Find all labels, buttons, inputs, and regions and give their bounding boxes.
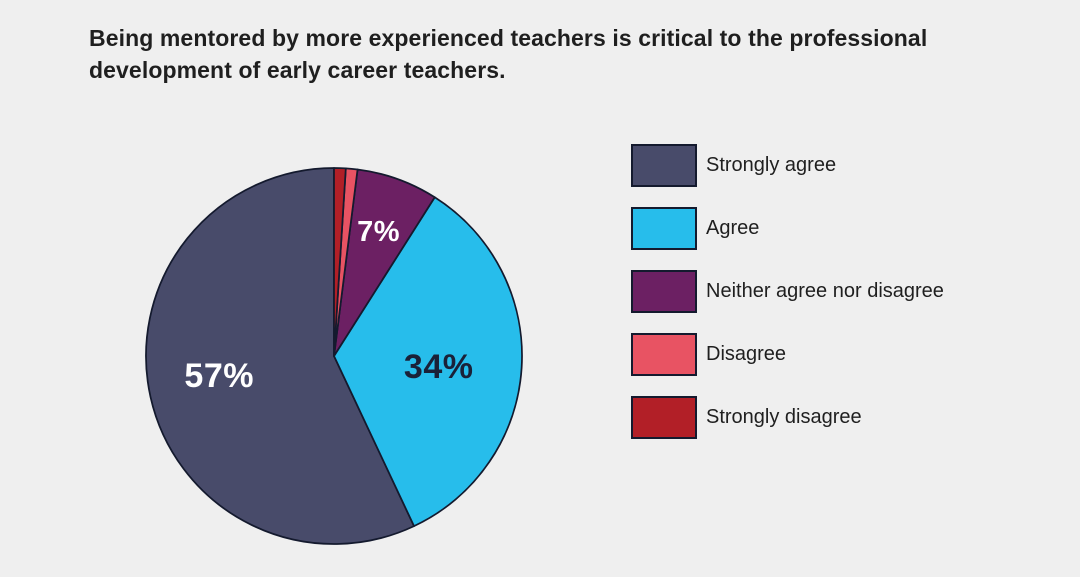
legend-swatch-strongly-agree bbox=[631, 144, 697, 187]
legend-label-agree: Agree bbox=[706, 217, 760, 239]
legend-swatch-disagree bbox=[631, 333, 697, 376]
pie-labels: 57% 34% 7% bbox=[184, 216, 473, 395]
pie-slice-strongly-agree bbox=[145, 167, 415, 545]
legend-label-strongly-agree: Strongly agree bbox=[706, 154, 837, 176]
legend-swatch-neither-agree-nor-disagree bbox=[631, 270, 697, 313]
pie-value-label-agree: 34% bbox=[404, 348, 474, 386]
pie-slice-agree bbox=[333, 196, 523, 527]
legend-item-strongly-agree: Strongly agree bbox=[631, 144, 944, 187]
legend-label-strongly-disagree: Strongly disagree bbox=[706, 406, 862, 428]
legend-swatch-strongly-disagree bbox=[631, 396, 697, 439]
chart-title: Being mentored by more experienced teach… bbox=[89, 25, 928, 83]
pie-value-label-strongly-agree: 57% bbox=[184, 357, 254, 395]
legend-item-strongly-disagree: Strongly disagree bbox=[631, 396, 944, 439]
legend-label-disagree: Disagree bbox=[706, 343, 787, 365]
legend-item-agree: Agree bbox=[631, 207, 944, 250]
pie-slice-strongly-disagree bbox=[333, 167, 347, 357]
legend-item-disagree: Disagree bbox=[631, 333, 944, 376]
legend-item-neither-agree-nor-disagree: Neither agree nor disagree bbox=[631, 270, 944, 313]
legend-swatch-agree bbox=[631, 207, 697, 250]
legend-label-neither-agree-nor-disagree: Neither agree nor disagree bbox=[706, 280, 944, 302]
pie-value-label-neither-agree-nor-disagree: 7% bbox=[357, 216, 400, 248]
pie-slices bbox=[145, 167, 523, 545]
chart-legend: Strongly agree Agree Neither agree nor dis… bbox=[631, 144, 944, 459]
